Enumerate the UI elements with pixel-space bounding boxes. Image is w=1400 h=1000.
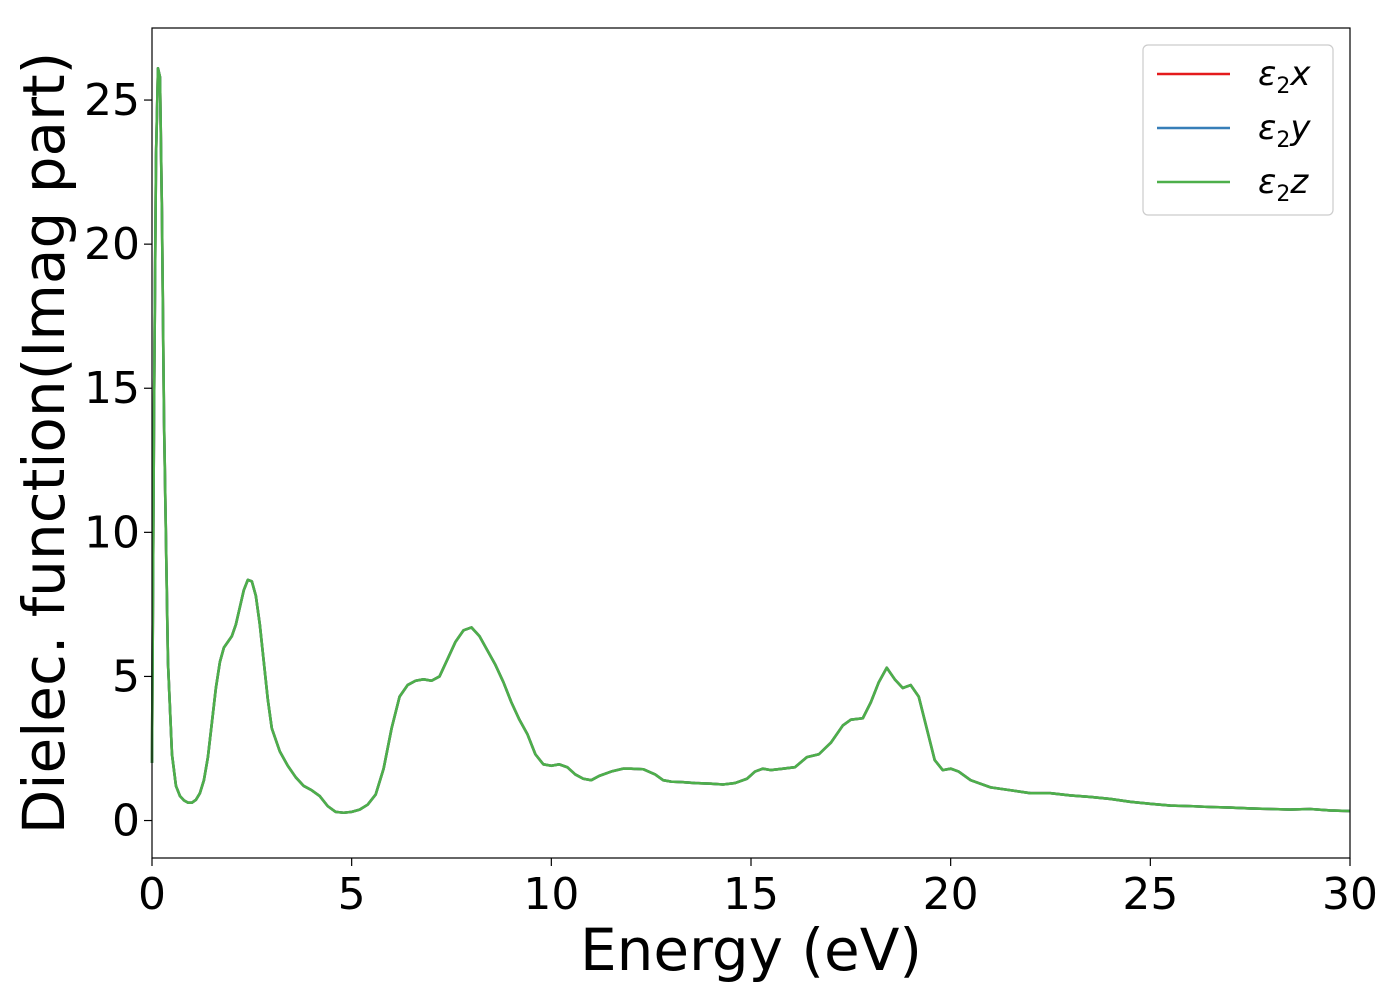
legend-eps: ε <box>1258 54 1276 94</box>
x-tick-label: 25 <box>1122 869 1178 920</box>
x-tick-label: 0 <box>138 869 166 920</box>
y-ticks: 0 5 10 15 20 25 <box>84 75 152 847</box>
y-tick-label: 0 <box>112 796 140 847</box>
legend-axis: x <box>1289 54 1311 94</box>
legend-label-z: ε2z <box>1258 162 1309 207</box>
y-tick-label: 10 <box>84 507 140 558</box>
legend-box <box>1142 44 1334 216</box>
series-layer <box>150 67 1351 815</box>
series-line-2 <box>150 67 1351 815</box>
y-tick-label: 20 <box>84 219 140 270</box>
y-axis-label: Dielec. function(Imag part) <box>10 52 78 835</box>
legend-axis: y <box>1289 108 1311 148</box>
legend-axis: z <box>1289 162 1309 202</box>
legend-label-y: ε2y <box>1258 108 1311 153</box>
y-tick-label: 25 <box>84 75 140 126</box>
legend-label-x: ε2x <box>1258 54 1311 99</box>
x-tick-label: 15 <box>723 869 779 920</box>
x-tick-label: 20 <box>923 869 979 920</box>
x-tick-label: 30 <box>1322 869 1378 920</box>
x-ticks: 0 5 10 15 20 25 30 <box>138 858 1378 920</box>
x-tick-label: 5 <box>338 869 366 920</box>
legend-subscript: 2 <box>1276 128 1290 153</box>
legend-eps: ε <box>1258 162 1276 202</box>
y-tick-label: 15 <box>84 363 140 414</box>
y-tick-label: 5 <box>112 651 140 702</box>
x-tick-label: 10 <box>523 869 579 920</box>
legend-eps: ε <box>1258 108 1276 148</box>
legend-subscript: 2 <box>1276 74 1290 99</box>
x-axis-label: Energy (eV) <box>580 916 922 984</box>
legend-subscript: 2 <box>1276 182 1290 207</box>
